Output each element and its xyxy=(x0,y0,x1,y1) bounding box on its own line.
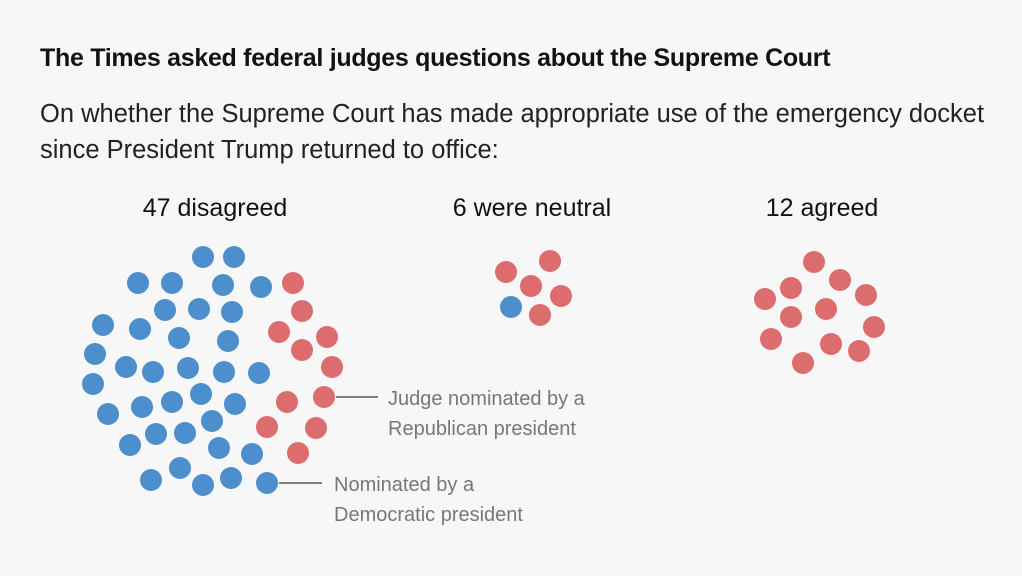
democratic-judge-dot xyxy=(140,469,162,491)
republican-judge-dot xyxy=(291,339,313,361)
chart-title: The Times asked federal judges questions… xyxy=(40,44,831,72)
chart-subtitle: On whether the Supreme Court has made ap… xyxy=(40,100,985,164)
democratic-judge-dot xyxy=(256,472,278,494)
democratic-judge-dot xyxy=(97,403,119,425)
democratic-judge-dot xyxy=(192,474,214,496)
democratic-judge-dot xyxy=(213,361,235,383)
democratic-judge-dot xyxy=(161,272,183,294)
republican-judge-dot xyxy=(815,298,837,320)
democratic-judge-dot xyxy=(220,467,242,489)
republican-judge-dot xyxy=(321,356,343,378)
democratic-judge-dot xyxy=(92,314,114,336)
democratic-judge-dot xyxy=(168,327,190,349)
democratic-judge-dot xyxy=(223,246,245,268)
republican-judge-dot xyxy=(803,251,825,273)
republican-judge-dot xyxy=(780,277,802,299)
democratic-judge-dot xyxy=(177,357,199,379)
democratic-judge-dot xyxy=(190,383,212,405)
democratic-judge-dot xyxy=(169,457,191,479)
democratic-annotation: Nominated by a Democratic president xyxy=(334,474,523,526)
democratic-judge-dot xyxy=(248,362,270,384)
republican-annotation: Judge nominated by a Republican presiden… xyxy=(388,388,585,440)
republican-judge-dot xyxy=(754,288,776,310)
democratic-judge-dot xyxy=(224,393,246,415)
democratic-judge-dot xyxy=(212,274,234,296)
democratic-judge-dot xyxy=(174,422,196,444)
republican-judge-dot xyxy=(291,300,313,322)
democratic-judge-dot xyxy=(131,396,153,418)
democratic-judge-dot xyxy=(127,272,149,294)
republican-judge-dot xyxy=(792,352,814,374)
democratic-judge-dot xyxy=(221,301,243,323)
republican-judge-dot xyxy=(829,269,851,291)
republican-judge-dot xyxy=(520,275,542,297)
republican-judge-dot xyxy=(313,386,335,408)
republican-judge-dot xyxy=(539,250,561,272)
democratic-judge-dot xyxy=(241,443,263,465)
democratic-judge-dot xyxy=(217,330,239,352)
democratic-judge-dot xyxy=(201,410,223,432)
democratic-judge-dot xyxy=(129,318,151,340)
democratic-judge-dot xyxy=(84,343,106,365)
republican-judge-dot xyxy=(529,304,551,326)
democratic-judge-dot xyxy=(192,246,214,268)
republican-judge-dot xyxy=(316,326,338,348)
democratic-judge-dot xyxy=(500,296,522,318)
republican-judge-dot xyxy=(287,442,309,464)
republican-judge-dot xyxy=(495,261,517,283)
democratic-judge-dot xyxy=(145,423,167,445)
republican-judge-dot xyxy=(268,321,290,343)
republican-judge-dot xyxy=(855,284,877,306)
group-label-neutral: 6 were neutral xyxy=(452,194,612,222)
democratic-judge-dot xyxy=(115,356,137,378)
republican-judge-dot xyxy=(550,285,572,307)
democratic-judge-dot xyxy=(208,437,230,459)
republican-judge-dot xyxy=(305,417,327,439)
republican-judge-dot xyxy=(276,391,298,413)
republican-judge-dot xyxy=(848,340,870,362)
democratic-judge-dot xyxy=(82,373,104,395)
democratic-judge-dot xyxy=(188,298,210,320)
democratic-judge-dot xyxy=(119,434,141,456)
democratic-judge-dot xyxy=(250,276,272,298)
republican-judge-dot xyxy=(256,416,278,438)
democratic-judge-dot xyxy=(161,391,183,413)
republican-judge-dot xyxy=(760,328,782,350)
democratic-judge-dot xyxy=(154,299,176,321)
republican-judge-dot xyxy=(780,306,802,328)
group-label-agreed: 12 agreed xyxy=(765,194,879,222)
republican-judge-dot xyxy=(820,333,842,355)
democratic-judge-dot xyxy=(142,361,164,383)
republican-judge-dot xyxy=(282,272,304,294)
group-label-disagreed: 47 disagreed xyxy=(142,194,288,222)
republican-judge-dot xyxy=(863,316,885,338)
